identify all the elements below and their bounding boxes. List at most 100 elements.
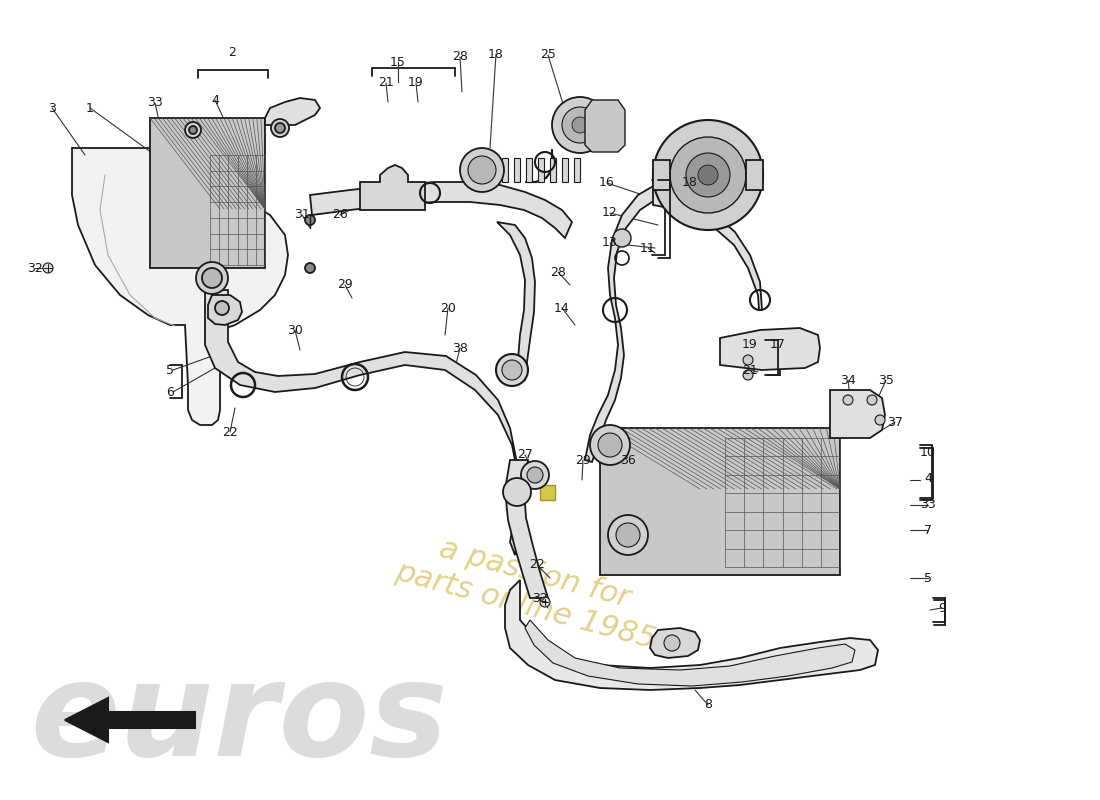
Polygon shape [360,165,425,210]
Circle shape [275,123,285,133]
Text: 38: 38 [452,342,468,354]
Circle shape [867,395,877,405]
Circle shape [214,301,229,315]
Text: 35: 35 [878,374,894,386]
Polygon shape [505,460,548,598]
Circle shape [608,515,648,555]
Text: 13: 13 [602,237,618,250]
Circle shape [686,153,730,197]
Text: 4: 4 [211,94,219,106]
Text: 22: 22 [529,558,544,571]
Circle shape [271,119,289,137]
Polygon shape [830,390,886,438]
Circle shape [196,262,228,294]
Text: 21: 21 [378,77,394,90]
Text: 10: 10 [920,446,936,458]
Circle shape [843,395,852,405]
Text: 5: 5 [166,363,174,377]
Polygon shape [183,148,200,192]
Polygon shape [653,190,762,310]
Text: a passion for
parts online 1985: a passion for parts online 1985 [393,525,668,655]
Text: 3: 3 [48,102,56,114]
Text: 32: 32 [532,591,548,605]
Text: 33: 33 [920,498,936,511]
Text: 34: 34 [840,374,856,386]
Text: 16: 16 [600,177,615,190]
Polygon shape [585,185,654,462]
Text: 19: 19 [742,338,758,351]
Text: 22: 22 [222,426,238,438]
Circle shape [616,523,640,547]
Circle shape [460,148,504,192]
Text: 25: 25 [540,49,556,62]
Circle shape [305,263,315,273]
Polygon shape [505,580,878,690]
Text: 20: 20 [440,302,455,314]
Text: 28: 28 [452,50,468,63]
Text: 6: 6 [166,386,174,398]
Text: 37: 37 [887,415,903,429]
Text: 4: 4 [924,471,932,485]
Circle shape [598,433,622,457]
Circle shape [613,229,631,247]
Text: 12: 12 [602,206,618,219]
Circle shape [670,137,746,213]
Text: 21: 21 [742,363,758,377]
Circle shape [653,120,763,230]
Polygon shape [65,698,195,742]
Circle shape [185,122,201,138]
Polygon shape [538,158,544,182]
Polygon shape [653,160,670,190]
Circle shape [572,117,588,133]
Polygon shape [550,158,556,182]
Text: 5: 5 [924,571,932,585]
Polygon shape [585,100,625,152]
Polygon shape [310,182,572,238]
Polygon shape [525,620,855,686]
Circle shape [305,215,315,225]
Text: 8: 8 [704,698,712,711]
Circle shape [742,370,754,380]
Polygon shape [205,290,520,555]
Circle shape [590,425,630,465]
Circle shape [527,467,543,483]
Polygon shape [72,148,288,425]
Polygon shape [600,428,840,575]
Circle shape [742,355,754,365]
Circle shape [562,107,598,143]
Text: 27: 27 [517,449,532,462]
Polygon shape [490,158,496,182]
Circle shape [540,597,550,607]
Text: 30: 30 [287,323,303,337]
Text: 18: 18 [682,177,697,190]
Circle shape [468,156,496,184]
Text: 33: 33 [147,97,163,110]
Circle shape [503,478,531,506]
Text: 17: 17 [770,338,785,351]
Circle shape [496,354,528,386]
Circle shape [502,360,522,380]
Text: euros: euros [30,657,448,783]
Text: 26: 26 [332,209,348,222]
Text: 28: 28 [550,266,565,278]
Text: 15: 15 [390,55,406,69]
Circle shape [698,165,718,185]
Text: 29: 29 [575,454,591,466]
Text: 7: 7 [924,523,932,537]
Polygon shape [502,158,508,182]
Polygon shape [526,158,532,182]
Text: 1: 1 [86,102,94,114]
Text: 36: 36 [620,454,636,466]
Text: 11: 11 [640,242,656,254]
Text: 2: 2 [228,46,235,58]
Polygon shape [720,328,820,370]
Text: 18: 18 [488,47,504,61]
Polygon shape [746,160,763,190]
Polygon shape [540,485,556,500]
Polygon shape [150,118,265,268]
Circle shape [202,268,222,288]
Text: 14: 14 [554,302,570,314]
Circle shape [189,126,197,134]
Text: 19: 19 [408,77,424,90]
Circle shape [874,415,886,425]
